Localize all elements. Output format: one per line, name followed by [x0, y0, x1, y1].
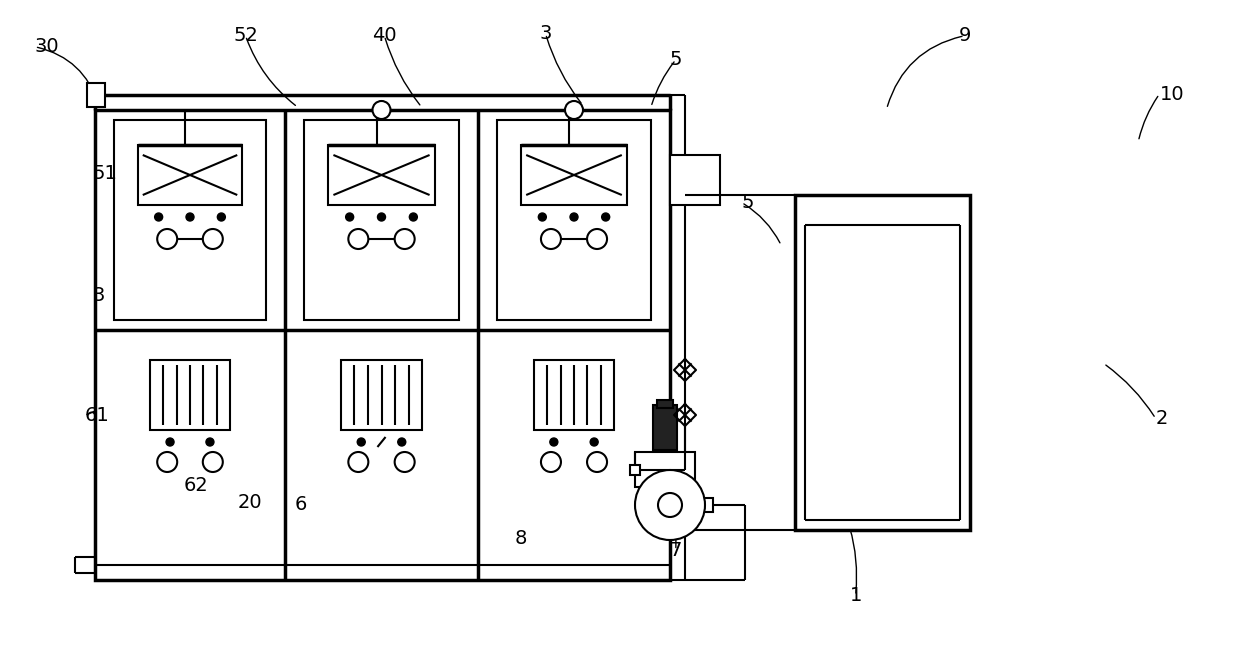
Bar [114, 120, 267, 320]
Bar [657, 400, 673, 408]
Text: 2: 2 [1156, 409, 1168, 428]
Text: 5: 5 [670, 50, 682, 69]
Bar [329, 145, 434, 205]
Circle shape [155, 213, 162, 221]
Circle shape [549, 438, 558, 446]
Bar [304, 120, 459, 320]
Bar [95, 110, 670, 580]
Circle shape [394, 229, 414, 249]
Text: 20: 20 [238, 493, 263, 513]
FancyArrowPatch shape [1106, 365, 1154, 416]
FancyArrowPatch shape [820, 469, 857, 593]
Bar [630, 465, 640, 475]
Text: 30: 30 [35, 37, 60, 56]
Bar [497, 120, 651, 320]
Bar [533, 360, 614, 430]
Text: 40: 40 [372, 26, 397, 45]
Bar [87, 83, 105, 107]
Text: 1: 1 [849, 586, 862, 606]
Circle shape [394, 452, 414, 472]
Bar [150, 360, 229, 430]
Bar [521, 145, 626, 205]
Circle shape [166, 438, 174, 446]
Text: 62: 62 [184, 476, 208, 495]
FancyArrowPatch shape [744, 204, 780, 243]
FancyArrowPatch shape [87, 374, 135, 415]
Circle shape [157, 452, 177, 472]
Circle shape [409, 213, 418, 221]
Circle shape [538, 213, 547, 221]
FancyArrowPatch shape [296, 475, 306, 502]
Circle shape [601, 213, 610, 221]
FancyArrowPatch shape [670, 471, 676, 548]
Circle shape [203, 452, 223, 472]
Text: 52: 52 [233, 26, 258, 45]
FancyArrowPatch shape [652, 62, 675, 104]
Bar [795, 195, 970, 530]
Circle shape [587, 452, 608, 472]
FancyArrowPatch shape [239, 475, 249, 500]
Bar [341, 360, 422, 430]
Circle shape [398, 438, 405, 446]
Bar [653, 405, 677, 450]
FancyArrowPatch shape [515, 471, 521, 536]
FancyArrowPatch shape [247, 38, 295, 105]
Text: 6: 6 [295, 495, 308, 515]
Bar [138, 145, 242, 205]
FancyArrowPatch shape [386, 38, 420, 105]
Circle shape [346, 213, 353, 221]
FancyArrowPatch shape [186, 464, 215, 484]
Circle shape [203, 229, 223, 249]
Circle shape [206, 438, 215, 446]
Circle shape [635, 470, 706, 540]
Text: 3: 3 [93, 286, 105, 305]
Bar [703, 498, 713, 512]
Text: 51: 51 [93, 164, 118, 184]
FancyArrowPatch shape [1140, 97, 1158, 139]
FancyArrowPatch shape [547, 36, 582, 103]
FancyArrowPatch shape [95, 286, 159, 295]
FancyArrowPatch shape [888, 36, 962, 106]
Circle shape [157, 229, 177, 249]
Text: 61: 61 [84, 406, 109, 425]
Bar [670, 155, 720, 205]
FancyArrowPatch shape [37, 47, 98, 104]
Circle shape [377, 213, 386, 221]
Text: 5: 5 [742, 193, 754, 212]
Circle shape [372, 101, 391, 119]
Bar [635, 452, 694, 487]
Circle shape [658, 493, 682, 517]
FancyArrowPatch shape [95, 175, 191, 235]
Circle shape [217, 213, 226, 221]
Circle shape [565, 101, 583, 119]
Circle shape [357, 438, 366, 446]
Circle shape [587, 229, 608, 249]
Circle shape [541, 229, 560, 249]
Circle shape [570, 213, 578, 221]
Circle shape [186, 213, 193, 221]
Circle shape [348, 452, 368, 472]
Text: 8: 8 [515, 529, 527, 548]
Circle shape [590, 438, 598, 446]
Text: 3: 3 [539, 24, 552, 43]
Circle shape [541, 452, 560, 472]
Circle shape [348, 229, 368, 249]
Text: 10: 10 [1159, 84, 1184, 104]
Text: 9: 9 [959, 26, 971, 45]
Text: 7: 7 [670, 541, 682, 560]
